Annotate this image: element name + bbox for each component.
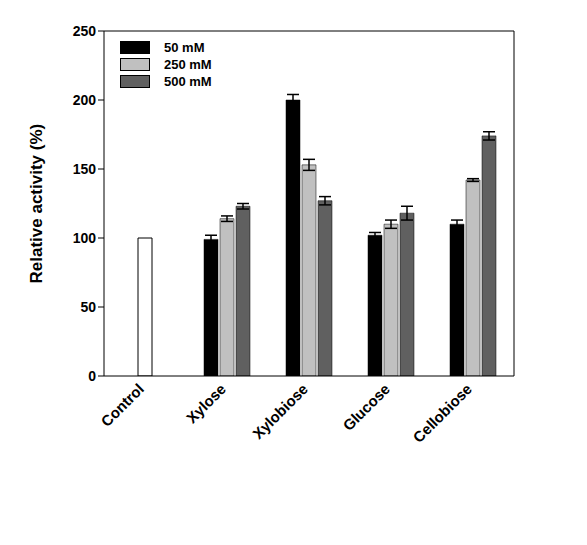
svg-text:50: 50 [80, 299, 96, 315]
html-text:250 mM: 250 mM [164, 57, 212, 72]
svg-text:Relative activity (%): Relative activity (%) [27, 124, 46, 284]
svg-text:Control: Control [97, 380, 147, 430]
svg-text:100: 100 [73, 230, 97, 246]
svg-text:250: 250 [73, 23, 97, 39]
svg-text:200: 200 [73, 92, 97, 108]
html-text:500 mM: 500 mM [164, 74, 212, 89]
svg-text:Xylobiose: Xylobiose [249, 380, 311, 442]
svg-text:150: 150 [73, 161, 97, 177]
svg-text:Xylose: Xylose [183, 380, 229, 426]
svg-text:Cellobiose: Cellobiose [409, 380, 475, 446]
svg-text:0: 0 [88, 368, 96, 384]
svg-text:Glucose: Glucose [339, 380, 393, 434]
html-text:50 mM: 50 mM [164, 40, 205, 55]
